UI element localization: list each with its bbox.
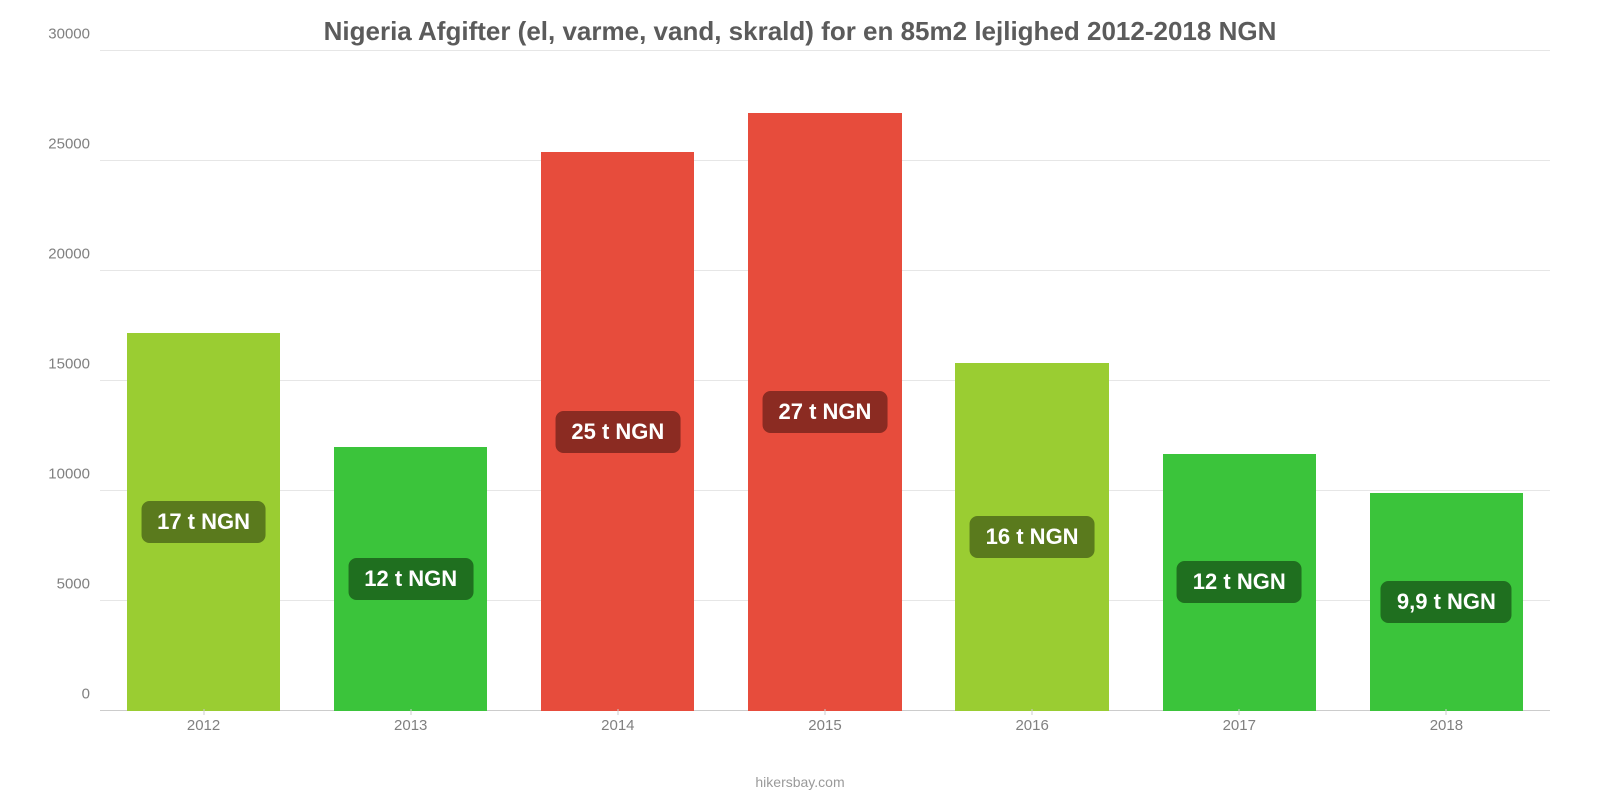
y-tick-label: 20000 — [30, 246, 90, 263]
bar-value-label: 9,9 t NGN — [1381, 581, 1512, 623]
bar: 25 t NGN — [541, 152, 694, 711]
bar-slot: 25 t NGN — [514, 51, 721, 711]
x-tick-label: 2018 — [1343, 711, 1550, 741]
y-tick-label: 25000 — [30, 136, 90, 153]
y-tick-label: 0 — [30, 686, 90, 703]
x-tick-label: 2013 — [307, 711, 514, 741]
bar: 9,9 t NGN — [1370, 493, 1523, 711]
bar-value-label: 16 t NGN — [970, 516, 1095, 558]
bar-value-label: 27 t NGN — [763, 391, 888, 433]
bar: 12 t NGN — [1163, 454, 1316, 711]
bar: 16 t NGN — [955, 363, 1108, 711]
bar: 17 t NGN — [127, 333, 280, 711]
bar-slot: 12 t NGN — [307, 51, 514, 711]
bar-slot: 16 t NGN — [929, 51, 1136, 711]
attribution-text: hikersbay.com — [0, 774, 1600, 790]
bar-slot: 27 t NGN — [721, 51, 928, 711]
y-tick-label: 30000 — [30, 26, 90, 43]
chart-title: Nigeria Afgifter (el, varme, vand, skral… — [30, 10, 1570, 51]
x-tick-label: 2012 — [100, 711, 307, 741]
bar-slot: 12 t NGN — [1136, 51, 1343, 711]
x-tick-label: 2017 — [1136, 711, 1343, 741]
x-axis: 2012201320142015201620172018 — [100, 711, 1550, 741]
bar-value-label: 12 t NGN — [348, 558, 473, 600]
y-tick-label: 10000 — [30, 466, 90, 483]
y-tick-label: 5000 — [30, 576, 90, 593]
bar-slot: 9,9 t NGN — [1343, 51, 1550, 711]
bar: 12 t NGN — [334, 447, 487, 711]
chart-container: Nigeria Afgifter (el, varme, vand, skral… — [0, 0, 1600, 800]
x-tick-label: 2014 — [514, 711, 721, 741]
bar-value-label: 25 t NGN — [555, 411, 680, 453]
plot-area: 17 t NGN 12 t NGN 25 t NGN 27 t NGN 16 t NGN… — [100, 51, 1550, 741]
bar-slot: 17 t NGN — [100, 51, 307, 711]
x-tick-label: 2016 — [929, 711, 1136, 741]
bar-value-label: 17 t NGN — [141, 501, 266, 543]
x-tick-label: 2015 — [721, 711, 928, 741]
bar: 27 t NGN — [748, 113, 901, 711]
bars-group: 17 t NGN 12 t NGN 25 t NGN 27 t NGN 16 t NGN… — [100, 51, 1550, 711]
bar-value-label: 12 t NGN — [1177, 561, 1302, 603]
y-tick-label: 15000 — [30, 356, 90, 373]
